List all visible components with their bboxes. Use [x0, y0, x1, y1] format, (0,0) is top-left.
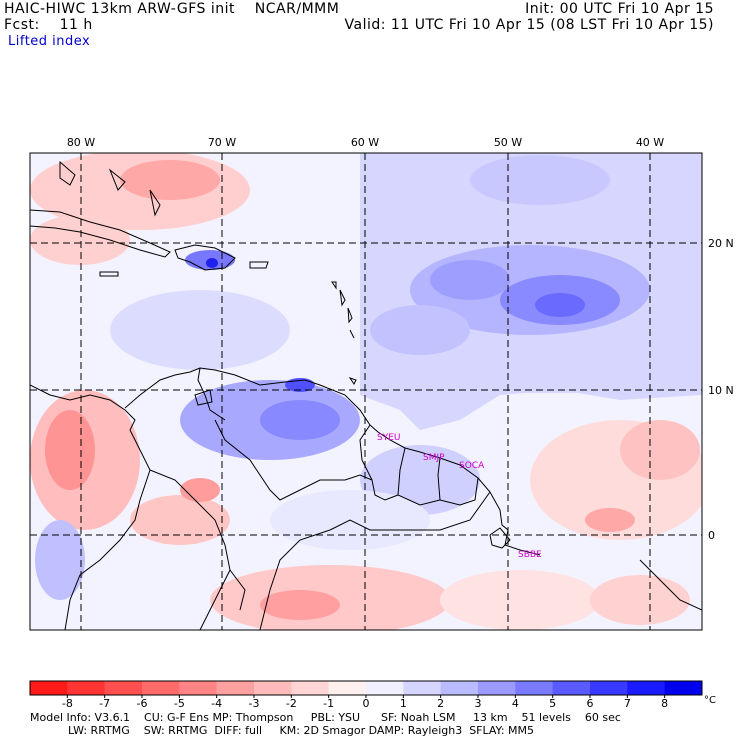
- colorbar-tick-label: 8: [661, 697, 668, 710]
- colorbar-tick-label: 6: [587, 697, 594, 710]
- station-sbbe: SBBE: [518, 550, 542, 560]
- lon-label-70w: 70 W: [208, 136, 236, 149]
- colorbar-swatch: [67, 681, 106, 695]
- lat-label-10n: 10 N: [708, 384, 734, 397]
- colorbar-swatch: [291, 681, 330, 695]
- colorbar-tick-label: -3: [249, 697, 260, 710]
- lat-label-0: 0: [708, 529, 715, 542]
- colorbar-swatch: [254, 681, 292, 695]
- init-valid-times: Init: 00 UTC Fri 10 Apr 15 Valid: 11 UTC…: [345, 1, 714, 33]
- colorbar-tick-label: -7: [99, 697, 110, 710]
- map-field-shading: [30, 153, 702, 630]
- valid-time: Valid: 11 UTC Fri 10 Apr 15 (08 LST Fri …: [344, 17, 714, 33]
- map-frame: [29, 152, 703, 631]
- lon-label-80w: 80 W: [67, 136, 95, 149]
- colorbar-swatch: [216, 681, 255, 695]
- station-syeu: SYEU: [377, 433, 400, 443]
- colorbar-tick-label: 7: [624, 697, 631, 710]
- longitude-ticks: 80 W 70 W 60 W 50 W 40 W: [67, 136, 664, 149]
- colorbar-swatch: [515, 681, 554, 695]
- lon-label-50w: 50 W: [494, 136, 522, 149]
- colorbar-tick-label: -4: [211, 697, 222, 710]
- colorbar-tick-label: -1: [323, 697, 334, 710]
- colorbar: -8 -7 -6 -5 -4 -3 -2 -1 0 1 2 3 4 5 6 7 8 °C: [29, 680, 716, 710]
- coastlines: [30, 160, 702, 630]
- station-soca: SOCA: [459, 461, 485, 471]
- colorbar-swatch: [590, 681, 628, 695]
- station-labels: SYEU SMJP SOCA SBBE: [377, 433, 542, 560]
- station-smjp: SMJP: [423, 453, 445, 463]
- colorbar-tick-label: 5: [549, 697, 556, 710]
- colorbar-tick-label: -6: [137, 697, 148, 710]
- colorbar-tick-label: 4: [512, 697, 519, 710]
- colorbar-swatch: [179, 681, 218, 695]
- colorbar-swatch: [104, 681, 143, 695]
- colorbar-swatch: [552, 681, 591, 695]
- colorbar-swatch: [403, 681, 442, 695]
- colorbar-swatch: [142, 681, 180, 695]
- init-time: Init: 00 UTC Fri 10 Apr 15: [525, 1, 714, 17]
- field-name: Lifted index: [8, 34, 91, 49]
- lat-label-20n: 20 N: [708, 237, 734, 250]
- latitude-ticks: 20 N 10 N 0: [708, 237, 734, 542]
- lat-lon-grid: [30, 153, 702, 630]
- lon-label-60w: 60 W: [351, 136, 379, 149]
- colorbar-swatch: [478, 681, 516, 695]
- colorbar-swatch: [328, 681, 367, 695]
- colorbar-unit: °C: [704, 695, 716, 706]
- colorbar-swatch: [366, 681, 404, 695]
- colorbar-tick-label: 2: [437, 697, 444, 710]
- colorbar-tick-label: 0: [363, 697, 370, 710]
- colorbar-tick-label: -8: [62, 697, 73, 710]
- colorbar-swatch: [627, 681, 666, 695]
- model-info-line1: Model Info: V3.6.1 CU: G-F Ens MP: Thomp…: [30, 711, 621, 724]
- colorbar-tick-label: -5: [174, 697, 185, 710]
- model-title: HAIC-HIWC 13km ARW-GFS init NCAR/MMM Fcs…: [4, 1, 340, 33]
- model-info-line2: LW: RRTMG SW: RRTMG DIFF: full KM: 2D Sm…: [68, 724, 534, 737]
- colorbar-tick-label: -2: [286, 697, 297, 710]
- colorbar-swatch: [30, 681, 68, 695]
- forecast-hour: Fcst: 11 h: [4, 17, 93, 33]
- lon-label-40w: 40 W: [636, 136, 664, 149]
- colorbar-tick-label: 3: [475, 697, 482, 710]
- colorbar-swatch: [440, 681, 479, 695]
- colorbar-tick-label: 1: [400, 697, 407, 710]
- colorbar-swatch: [664, 681, 703, 695]
